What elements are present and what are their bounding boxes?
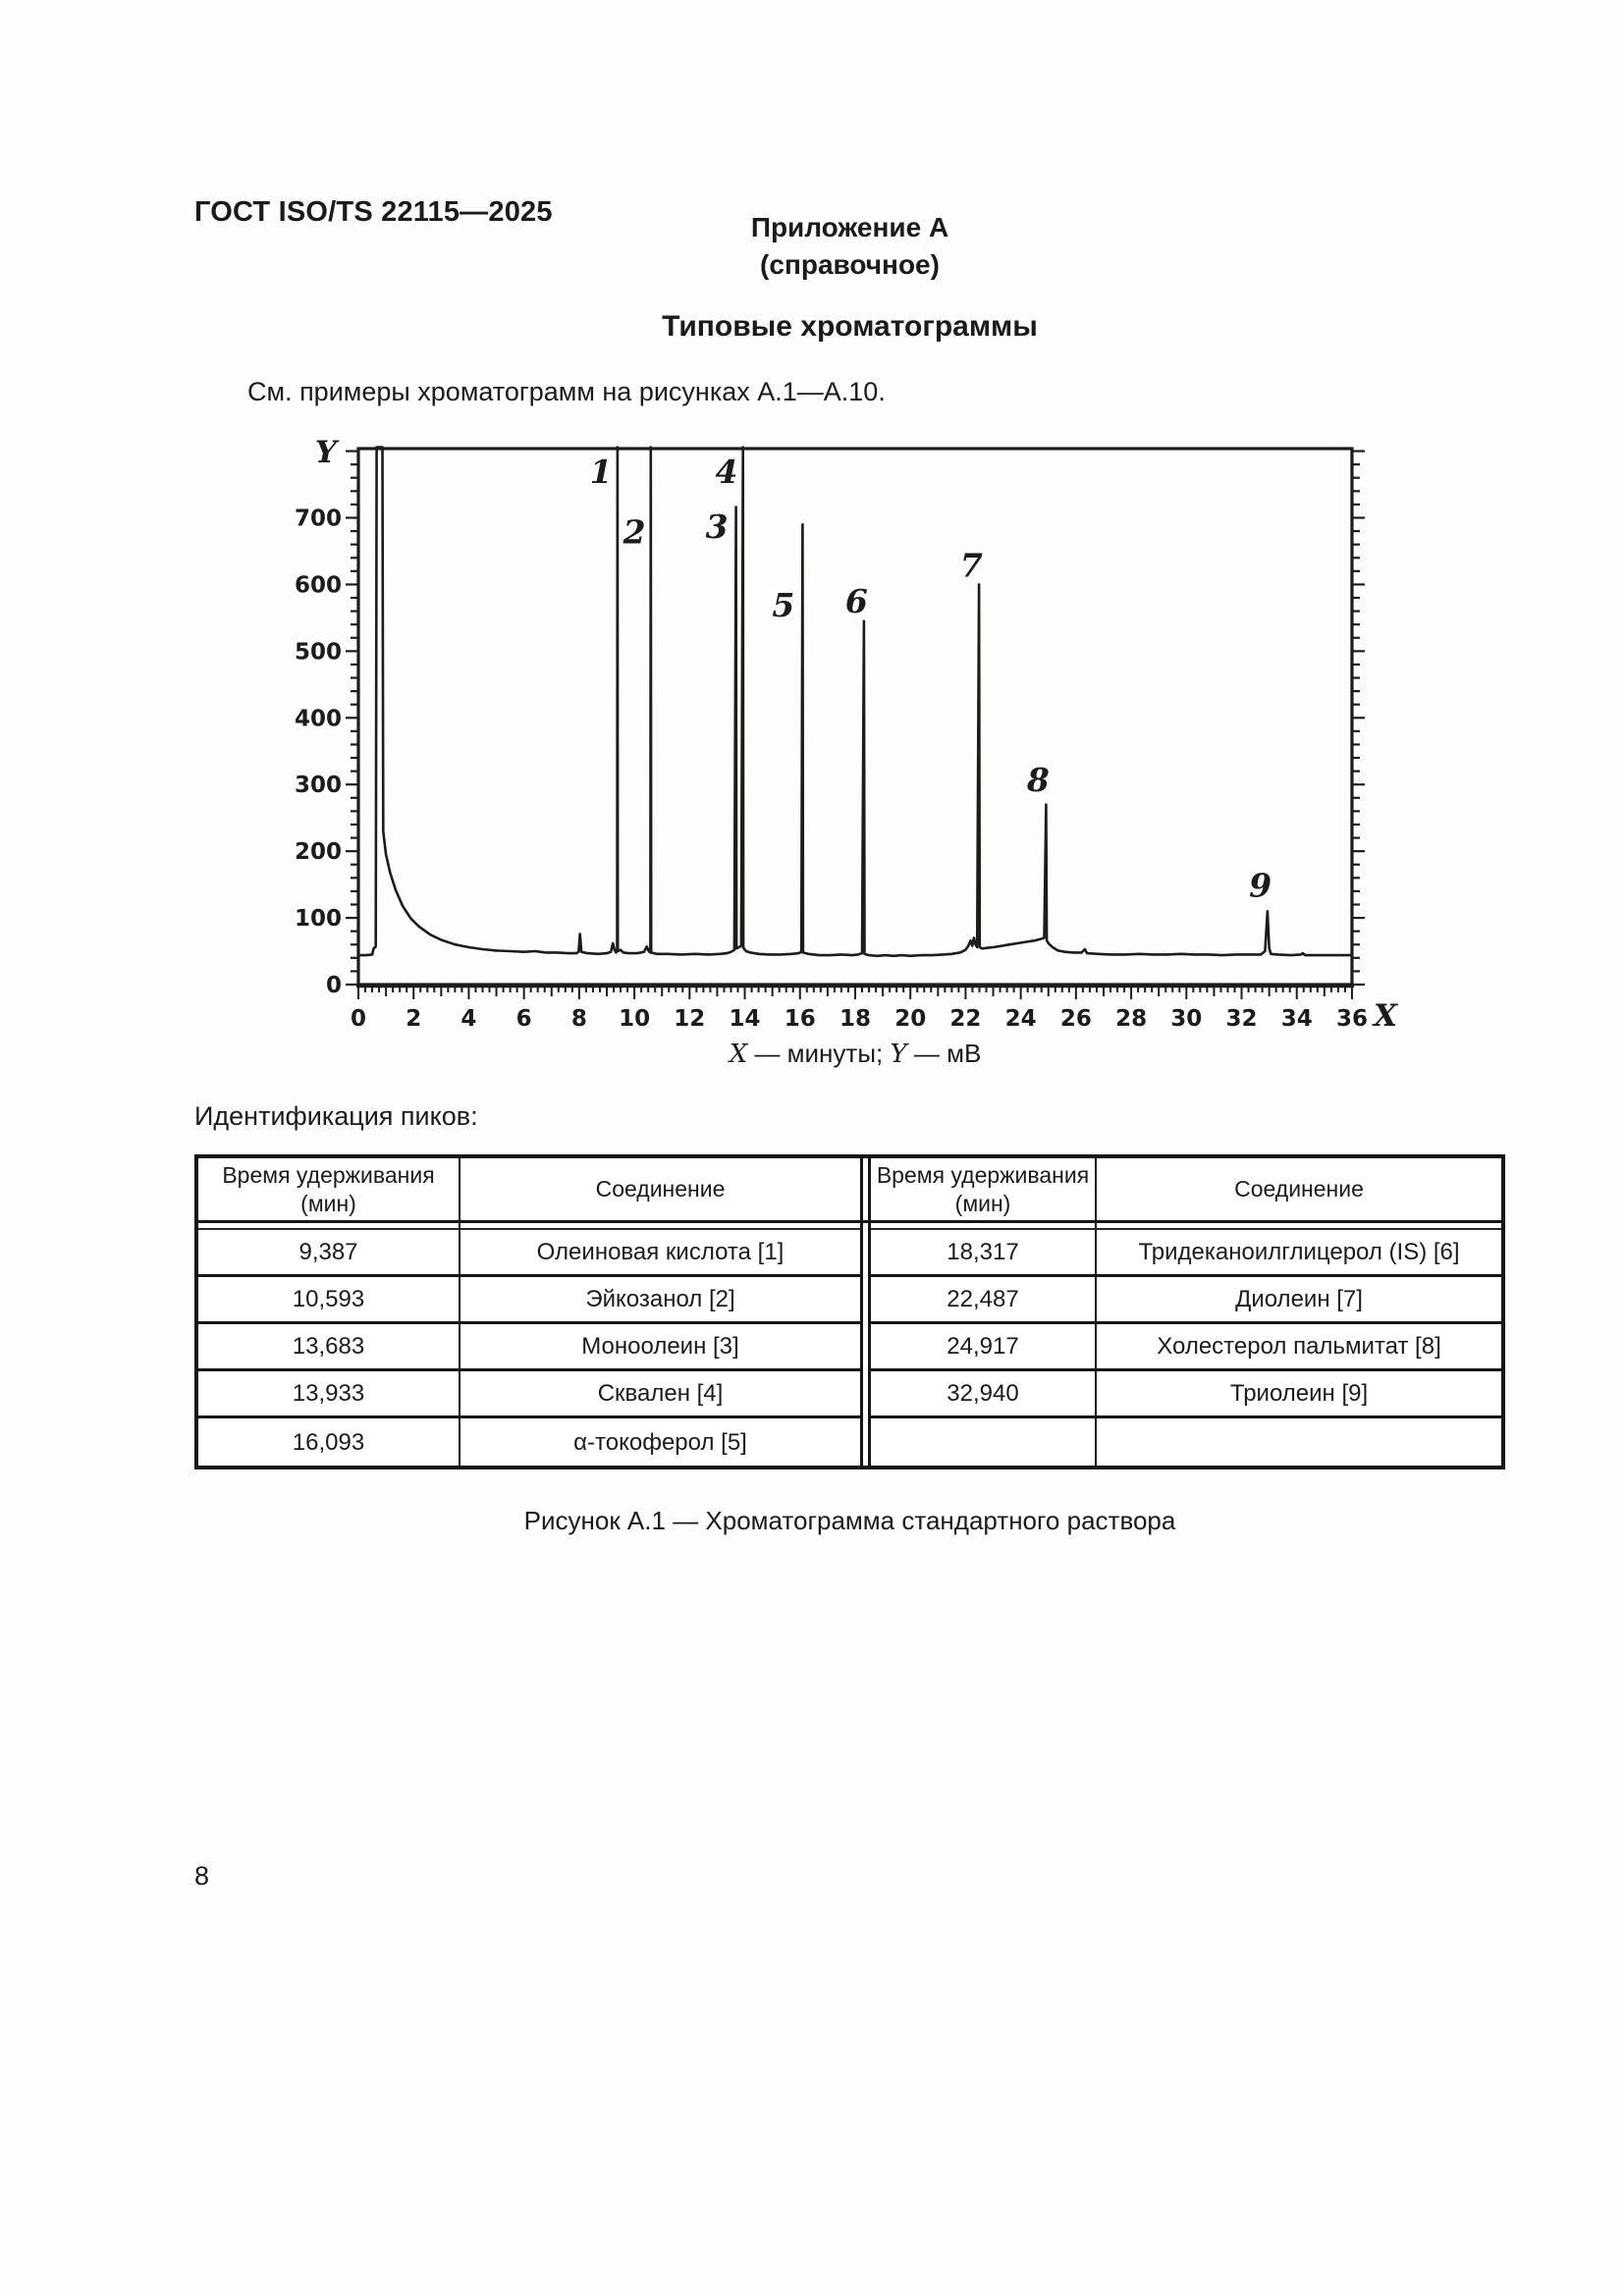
peak-identification-table: Время удерживания (мин) Соединение Время … [194, 1154, 1505, 1469]
intro-paragraph: См. примеры хроматограмм на рисунках А.1… [247, 377, 886, 406]
svg-text:4: 4 [460, 1006, 476, 1032]
axis-legend-y-symbol: Y [890, 1040, 907, 1069]
table-rule [460, 1223, 863, 1230]
table-divider [863, 1223, 871, 1230]
svg-text:28: 28 [1115, 1006, 1147, 1032]
table-header-compound-left: Соединение [460, 1158, 863, 1223]
svg-text:26: 26 [1060, 1006, 1092, 1032]
svg-text:22: 22 [949, 1006, 981, 1032]
svg-text:16: 16 [785, 1006, 816, 1032]
table-cell: 13,683 [198, 1324, 460, 1371]
table-cell [1097, 1418, 1501, 1467]
svg-text:8: 8 [571, 1006, 587, 1032]
y-axis-labels: 0 100 200 300 400 500 600 700 [295, 506, 342, 998]
table-rule [1097, 1223, 1501, 1230]
table-cell: Олеиновая кислота [1] [460, 1230, 863, 1277]
svg-text:300: 300 [295, 773, 342, 798]
svg-text:12: 12 [674, 1006, 705, 1032]
table-cell: 16,093 [198, 1418, 460, 1467]
svg-text:X: X [1372, 998, 1399, 1034]
svg-text:0: 0 [326, 973, 342, 998]
peak-label-8: 8 [1026, 761, 1050, 799]
table-header-time-right: Время удерживания (мин) [871, 1158, 1097, 1223]
section-title: Типовые хроматограммы [662, 310, 1038, 343]
svg-text:32: 32 [1226, 1006, 1258, 1032]
appendix-subtitle: (справочное) [760, 249, 940, 280]
page-number: 8 [194, 1861, 210, 1891]
svg-text:18: 18 [839, 1006, 871, 1032]
table-rule [198, 1223, 460, 1230]
svg-text:14: 14 [730, 1006, 761, 1032]
axis-legend: X — минуты; Y — мВ [358, 1039, 1352, 1069]
figure-caption: Рисунок А.1 — Хроматограмма стандартного… [523, 1506, 1176, 1535]
svg-text:20: 20 [894, 1006, 926, 1032]
table-cell: 22,487 [871, 1277, 1097, 1324]
axis-legend-x-symbol: X [729, 1040, 748, 1069]
table-cell [863, 1230, 871, 1277]
svg-text:400: 400 [295, 706, 342, 731]
svg-text:100: 100 [295, 906, 342, 932]
axis-symbols: YX [315, 435, 1399, 1034]
table-cell: Моноолеин [3] [460, 1324, 863, 1371]
svg-text:34: 34 [1281, 1006, 1313, 1032]
svg-text:2: 2 [406, 1006, 421, 1032]
table-cell: Эйкозанол [2] [460, 1277, 863, 1324]
table-divider [863, 1158, 871, 1223]
svg-text:600: 600 [295, 572, 342, 598]
table-cell [863, 1371, 871, 1418]
table-header-time-left: Время удерживания (мин) [198, 1158, 460, 1223]
svg-text:Y: Y [315, 435, 340, 470]
table-cell [863, 1277, 871, 1324]
document-code-header: ГОСТ ISO/TS 22115—2025 [194, 196, 553, 228]
table-cell [863, 1418, 871, 1467]
svg-text:6: 6 [516, 1006, 532, 1032]
x-axis-ticks [357, 987, 1353, 999]
table-cell: Холестерол пальмитат [8] [1097, 1324, 1501, 1371]
table-cell: Диолеин [7] [1097, 1277, 1501, 1324]
table-cell: 32,940 [871, 1371, 1097, 1418]
axis-legend-y-text: — мВ [906, 1039, 982, 1068]
peak-label-2: 2 [623, 512, 646, 551]
y-axis-ticks [346, 450, 1365, 987]
table-cell: 9,387 [198, 1230, 460, 1277]
table-cell: 18,317 [871, 1230, 1097, 1277]
appendix-title: Приложение А [750, 212, 949, 242]
table-header-compound-right: Соединение [1097, 1158, 1501, 1223]
table-cell [871, 1418, 1097, 1467]
table-cell: 13,933 [198, 1371, 460, 1418]
peak-label-5: 5 [772, 586, 794, 624]
svg-text:36: 36 [1336, 1006, 1368, 1032]
peak-label-7: 7 [960, 546, 983, 584]
axis-legend-x-text: — минуты; [747, 1039, 891, 1068]
peak-label-6: 6 [845, 582, 868, 620]
table-cell: Сквален [4] [460, 1371, 863, 1418]
peak-identification-label: Идентификация пиков: [194, 1101, 478, 1131]
peak-label-3: 3 [706, 507, 729, 546]
table-cell: 24,917 [871, 1324, 1097, 1371]
svg-text:200: 200 [295, 839, 342, 865]
peak-label-1: 1 [590, 453, 613, 491]
svg-text:30: 30 [1170, 1006, 1202, 1032]
svg-text:10: 10 [619, 1006, 650, 1032]
table-cell: 10,593 [198, 1277, 460, 1324]
peak-label-9: 9 [1249, 866, 1272, 904]
table-cell [863, 1324, 871, 1371]
peak-number-labels: 12 3 4 5 6 7 8 9 [590, 453, 1272, 904]
peak-label-4: 4 [716, 453, 738, 491]
svg-text:700: 700 [295, 506, 342, 531]
plot-frame [356, 447, 1354, 988]
table-cell: Тридеканоилглицерол (IS) [6] [1097, 1230, 1501, 1277]
table-rule [871, 1223, 1097, 1230]
svg-text:500: 500 [295, 639, 342, 665]
svg-text:24: 24 [1005, 1006, 1037, 1032]
chromatogram-curve [358, 446, 1352, 958]
table-cell: α-токоферол [5] [460, 1418, 863, 1467]
svg-text:0: 0 [351, 1006, 366, 1032]
x-axis-labels: 0 2 4 6 8 10 12 14 16 18 20 22 24 26 28 30 32 34 36 [351, 1006, 1368, 1032]
table-cell: Триолеин [9] [1097, 1371, 1501, 1418]
